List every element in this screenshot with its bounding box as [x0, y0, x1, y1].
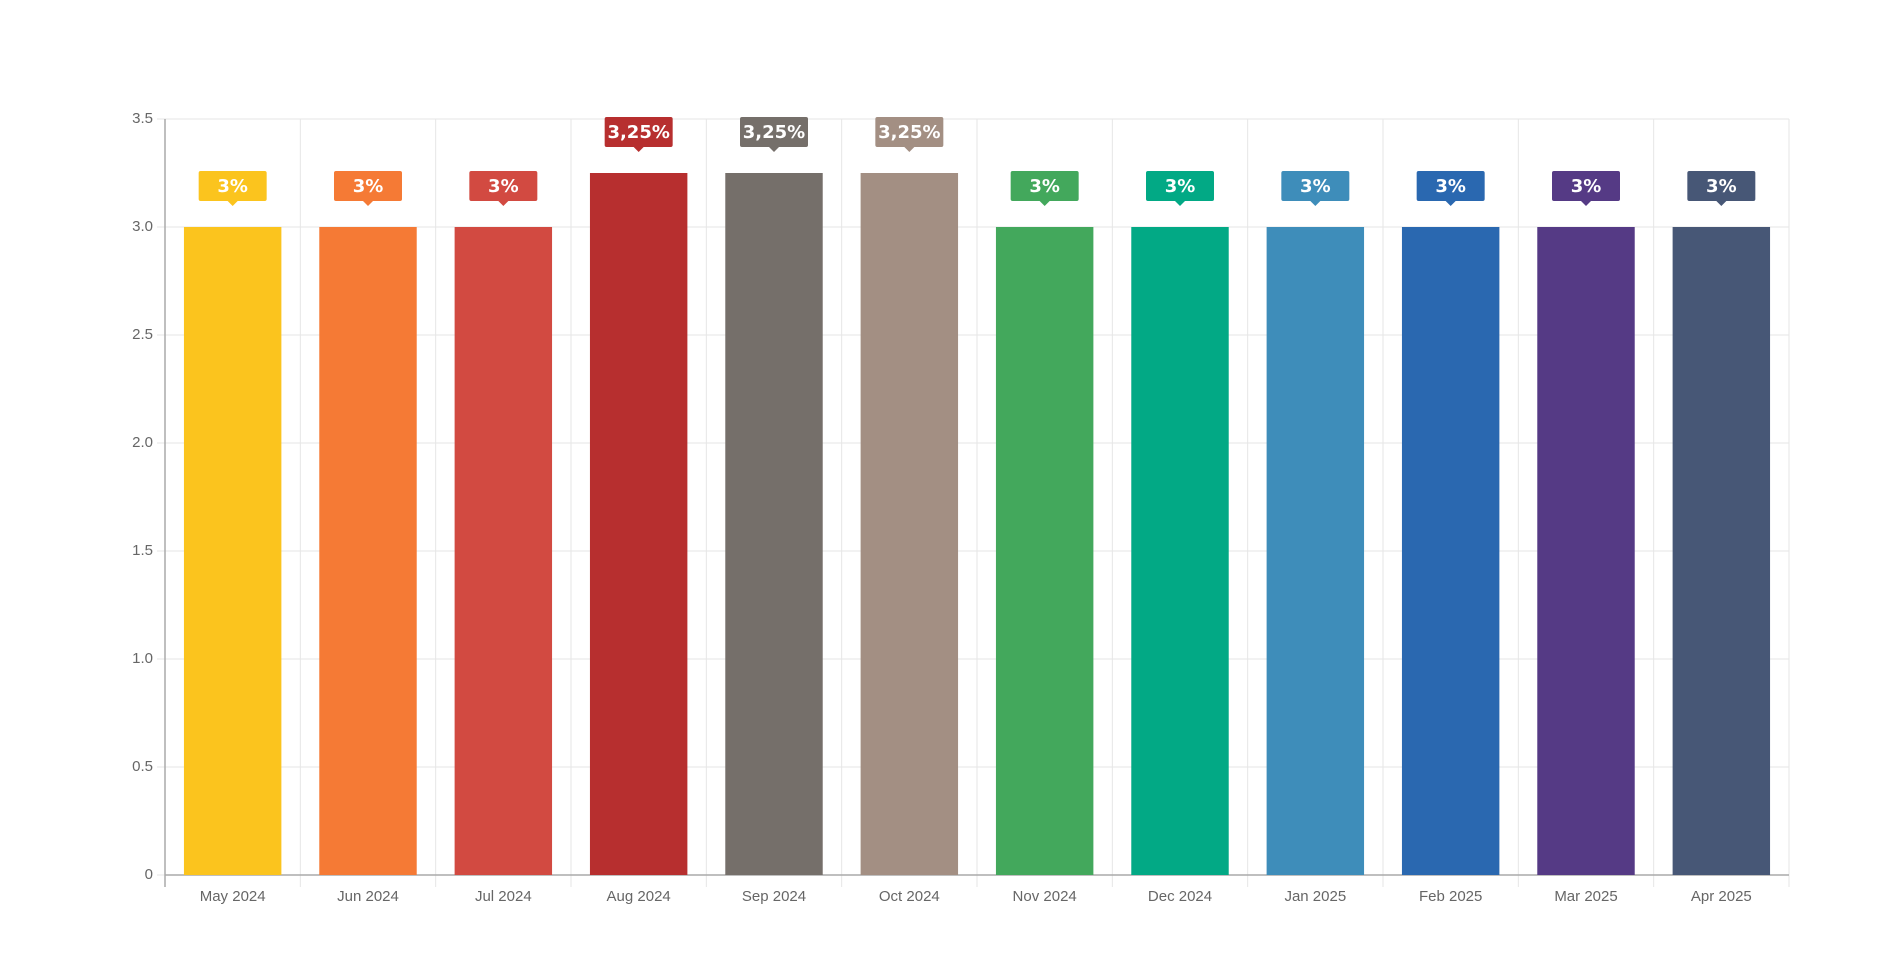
x-tick-label: Apr 2025 [1691, 888, 1752, 905]
y-tick-label: 2.0 [132, 434, 153, 451]
x-tick-label: Jul 2024 [475, 888, 532, 905]
value-label-pointer [1175, 201, 1185, 206]
y-tick-label: 1.5 [132, 542, 153, 559]
bar [725, 173, 823, 875]
bar [454, 227, 553, 875]
bar [995, 227, 1094, 875]
value-label-pointer [769, 147, 779, 152]
x-tick-label: Oct 2024 [879, 888, 940, 905]
value-label-box [334, 171, 402, 201]
x-tick-label: Mar 2025 [1554, 888, 1617, 905]
y-tick-label: 3.0 [132, 218, 153, 235]
value-label-pointer [1716, 201, 1727, 206]
bar [589, 173, 688, 875]
bar [319, 227, 417, 875]
bar [1401, 227, 1500, 875]
x-tick-label: Feb 2025 [1419, 888, 1482, 905]
value-label-box [1281, 171, 1350, 201]
value-label-pointer [227, 201, 238, 206]
bar [183, 227, 282, 875]
value-label: 3% [488, 176, 519, 197]
value-label: 3% [1571, 176, 1602, 197]
bar [1131, 227, 1229, 875]
y-tick-label: 1.0 [132, 650, 153, 667]
x-tick-label: Jan 2025 [1284, 888, 1346, 905]
value-label-box [198, 171, 267, 201]
y-tick-label: 2.5 [132, 326, 153, 343]
value-label: 3% [353, 176, 384, 197]
value-label: 3% [217, 176, 248, 197]
value-label-pointer [1445, 201, 1456, 206]
value-label: 3% [1300, 176, 1331, 197]
x-tick-label: Nov 2024 [1013, 888, 1077, 905]
x-tick-label: Dec 2024 [1148, 888, 1212, 905]
value-label-pointer [904, 147, 915, 152]
value-label: 3% [1165, 176, 1196, 197]
value-label-pointer [498, 201, 509, 206]
value-label-box [740, 117, 808, 147]
bar [1266, 227, 1365, 875]
value-label-pointer [363, 201, 373, 206]
y-tick-label: 3.5 [132, 110, 153, 127]
y-tick-label: 0 [145, 866, 153, 883]
value-label-box [604, 117, 673, 147]
value-label: 3,25% [743, 122, 805, 143]
value-label-box [1010, 171, 1079, 201]
x-tick-label: Sep 2024 [742, 888, 806, 905]
value-label: 3,25% [878, 122, 940, 143]
value-label: 3% [1435, 176, 1466, 197]
value-label: 3% [1706, 176, 1737, 197]
value-label-box [469, 171, 538, 201]
bar [1537, 227, 1635, 875]
value-label-pointer [1039, 201, 1050, 206]
bar [1672, 227, 1771, 875]
value-label-box [875, 117, 944, 147]
value-label: 3% [1029, 176, 1060, 197]
value-label-box [1687, 171, 1756, 201]
y-tick-label: 0.5 [132, 758, 153, 775]
value-label-pointer [1310, 201, 1321, 206]
value-label-box [1416, 171, 1485, 201]
value-label-box [1146, 171, 1214, 201]
x-tick-label: Jun 2024 [337, 888, 399, 905]
value-label-box [1552, 171, 1620, 201]
value-label-pointer [1581, 201, 1591, 206]
x-tick-label: Aug 2024 [607, 888, 671, 905]
bar [860, 173, 959, 875]
value-label: 3,25% [607, 122, 669, 143]
x-tick-label: May 2024 [200, 888, 266, 905]
value-label-pointer [633, 147, 644, 152]
